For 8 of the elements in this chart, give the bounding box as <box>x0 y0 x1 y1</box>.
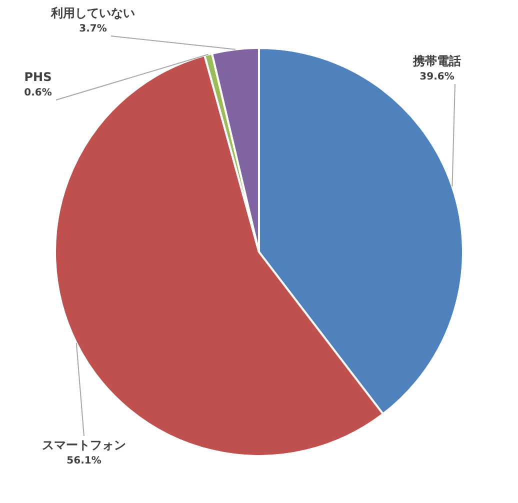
slice-label: 利用していない <box>50 6 135 20</box>
data-label: 0.6% <box>24 88 52 99</box>
slice-label: PHS <box>24 70 52 84</box>
slice-label: スマートフォン <box>42 438 126 452</box>
data-label: 56.1% <box>66 456 102 467</box>
slice-label: 携帯電話 <box>412 54 461 68</box>
data-label: 3.7% <box>79 24 107 35</box>
data-label: 39.6% <box>420 72 454 83</box>
